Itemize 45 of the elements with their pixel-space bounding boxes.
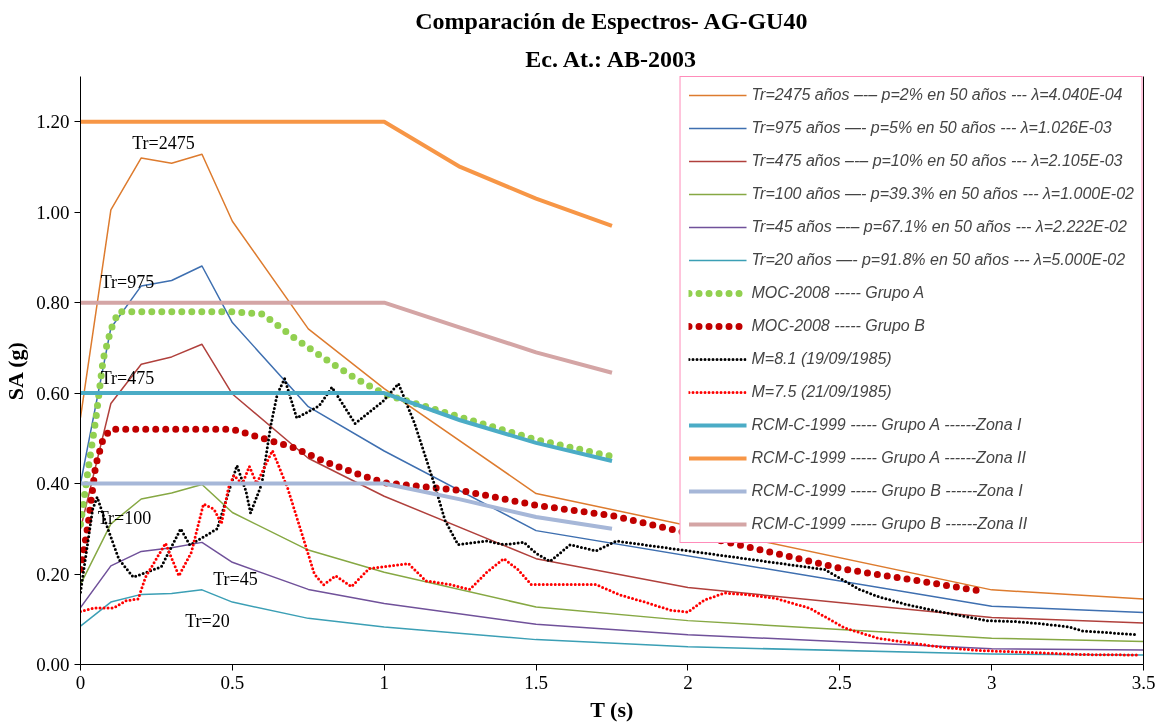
x-tick-label: 2 [683,671,693,693]
y-tick-label: 0.60 [36,382,70,404]
legend-label: Tr=2475 años –-– p=2% en 50 años --- λ=4.040E-04 [751,85,1123,105]
legend-label: M=8.1 (19/09/1985) [751,349,892,369]
line-series [80,589,1144,656]
legend-label: RCM-C-1999 ----- Grupo A ------Zona I [751,415,1022,435]
line-series [80,119,614,228]
chart-subtitle: Ec. At.: AB-2003 [525,45,697,72]
legend-label: Tr=20 años —- p=91.8% en 50 años --- λ=5.000E-02 [751,250,1126,270]
line-series [80,481,614,531]
legend-label: Tr=100 años —- p=39.3% en 50 años --- λ=1.000E-02 [751,184,1134,204]
legend-label: MOC-2008 ----- Grupo B [751,316,925,336]
y-tick-label: 0.20 [36,563,70,585]
legend-label: Tr=45 años –-– p=67.1% en 50 años --- λ=2.222E-02 [751,217,1127,237]
y-tick-label: 0.80 [36,292,70,314]
line-series [80,449,1139,657]
legend-label: Tr=975 años —- p=5% en 50 años --- λ=1.026E-03 [751,118,1112,138]
y-tick-label: 1.00 [36,201,70,223]
x-axis-title: T (s) [590,696,634,722]
legend-label: RCM-C-1999 ----- Grupo B ------Zona II [751,514,1028,534]
annotation: Tr=2475 [132,132,195,153]
annotation: Tr=975 [100,271,155,292]
x-tick-label: 1 [379,671,389,693]
line-series [80,483,1144,643]
y-tick-label: 0.40 [36,473,70,495]
chart-title: Comparación de Espectros- AG-GU40 [415,7,808,34]
line-series [80,153,1144,600]
legend-label: RCM-C-1999 ----- Grupo A ------Zona II [751,448,1026,468]
y-tick-label: 0.00 [36,654,70,675]
legend-label: M=7.5 (21/09/1985) [751,382,892,402]
line-series [80,541,1144,651]
x-tick-label: 3.5 [1131,671,1156,693]
legend-label: RCM-C-1999 ----- Grupo B ------Zona I [751,481,1023,501]
x-tick-label: 3 [986,671,997,693]
legend-label: MOC-2008 ----- Grupo A [751,283,925,303]
x-tick-label: 0 [75,671,86,693]
x-tick-label: 0.5 [220,671,245,693]
y-tick-label: 1.20 [36,111,70,133]
legend-label: Tr=475 años –-– p=10% en 50 años --- λ=2.105E-03 [751,151,1123,171]
annotation: Tr=45 [213,568,258,589]
line-series [80,391,614,463]
y-axis-title: SA (g) [3,342,29,401]
annotation: Tr=20 [185,610,230,631]
x-tick-label: 1.5 [524,671,548,693]
x-tick-label: 2.5 [827,671,852,693]
